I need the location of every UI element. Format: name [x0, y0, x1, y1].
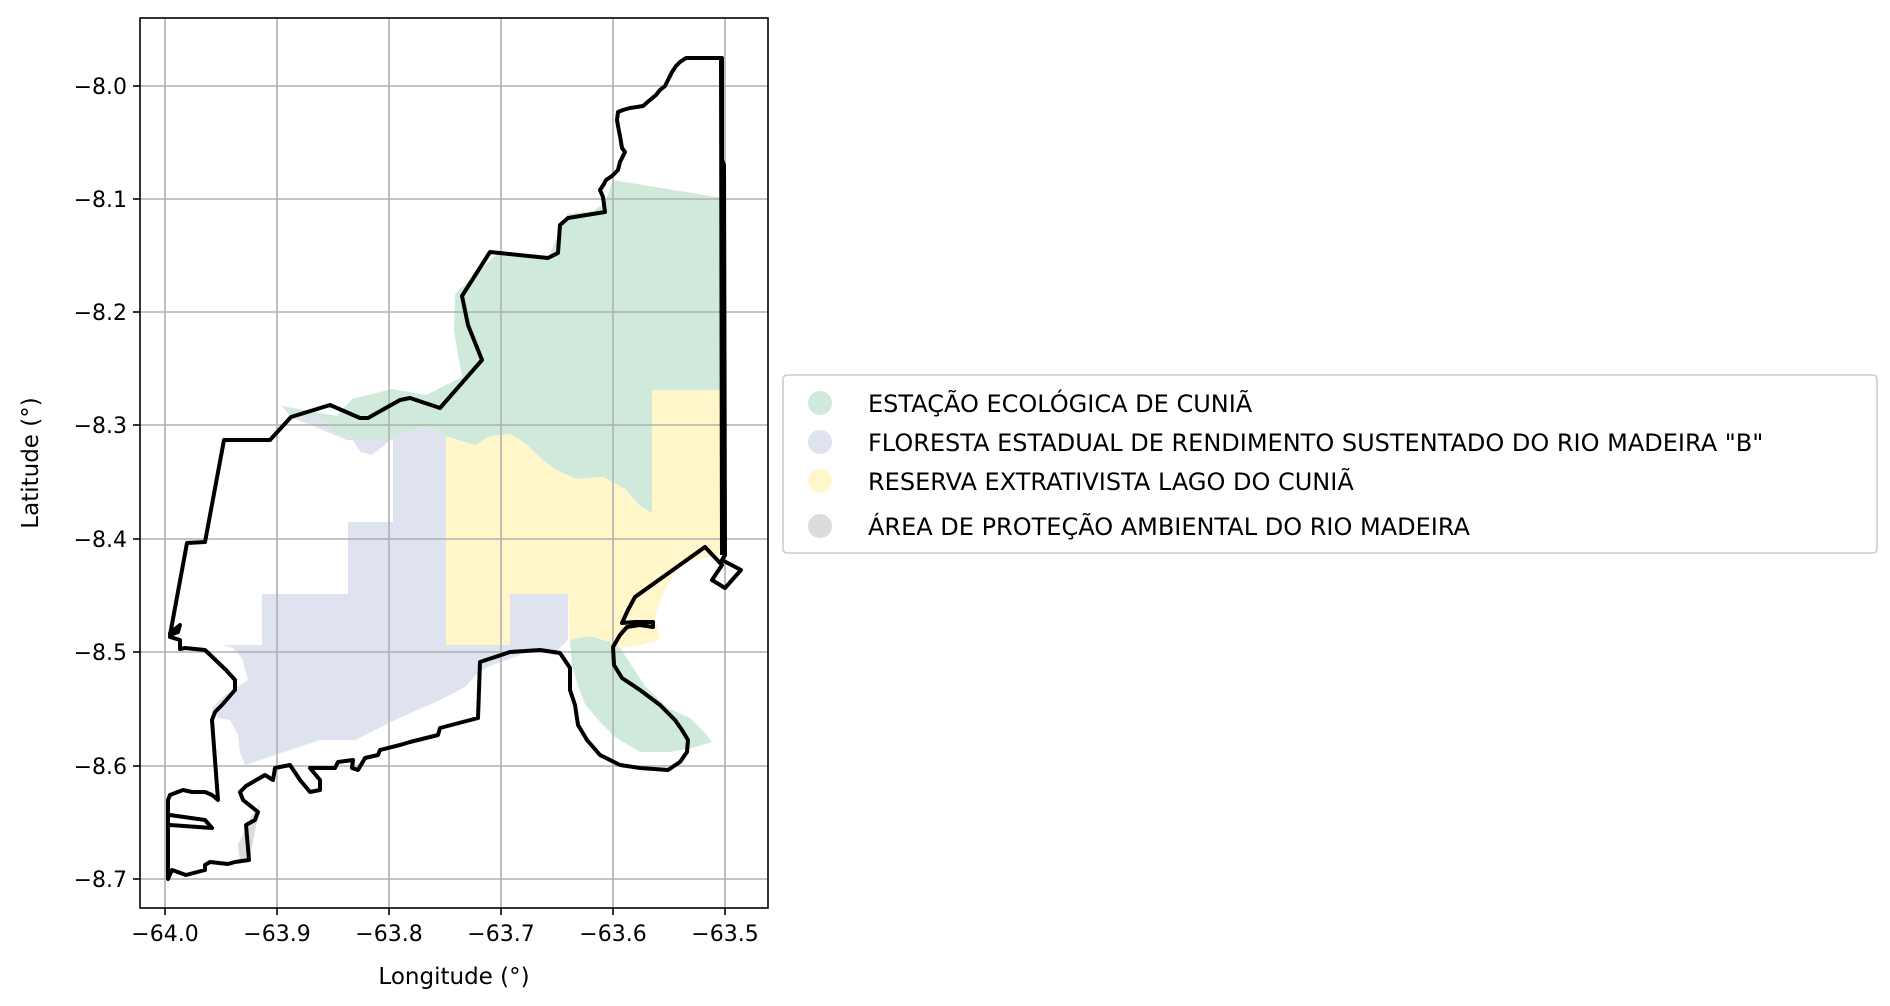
y-tick-label: −8.2	[74, 301, 127, 326]
legend-frame	[782, 374, 1878, 554]
x-tick: −63.7	[467, 908, 535, 947]
legend-label: FLORESTA ESTADUAL DE RENDIMENTO SUSTENTA…	[868, 429, 1763, 457]
y-tick: −8.5	[74, 641, 140, 666]
boundary-east-edge	[719, 59, 724, 556]
x-tick-label: −63.5	[691, 922, 758, 947]
axes-frame	[139, 17, 769, 909]
x-tick-label: −63.9	[243, 922, 310, 947]
x-tick: −63.9	[243, 908, 311, 947]
y-axis: −8.0 −8.1 −8.2 −8.3 −8.4 −8.5 −8.6 −8.7	[18, 75, 140, 893]
legend-item: ÁREA DE PROTEÇÃO AMBIENTAL DO RIO MADEIR…	[808, 511, 1471, 541]
x-tick-label: −63.8	[355, 922, 422, 947]
y-tick: −8.3	[74, 414, 140, 439]
legend-marker	[808, 469, 832, 493]
y-tick-label: −8.3	[74, 414, 127, 439]
y-tick-label: −8.6	[74, 755, 127, 780]
area-estacao-ecologica-south	[570, 636, 712, 752]
area-estacao-ecologica	[282, 180, 722, 513]
y-tick-label: −8.5	[74, 641, 127, 666]
x-axis: −64.0 −63.9 −63.8 −63.7 −63.6 −63.5 Long…	[131, 908, 759, 990]
y-tick: −8.4	[74, 528, 140, 553]
area-floresta-estadual	[212, 417, 568, 765]
x-tick-label: −63.6	[579, 922, 646, 947]
boundary-outline	[166, 56, 743, 881]
y-tick-label: −8.7	[74, 868, 127, 893]
y-tick: −8.6	[74, 755, 140, 780]
y-tick-label: −8.1	[74, 188, 127, 213]
legend-label: ESTAÇÃO ECOLÓGICA DE CUNIÃ	[868, 388, 1253, 418]
legend-marker	[808, 391, 832, 415]
legend-marker	[808, 430, 832, 454]
legend-label: ÁREA DE PROTEÇÃO AMBIENTAL DO RIO MADEIR…	[868, 511, 1471, 541]
y-tick: −8.2	[74, 301, 140, 326]
municipality-boundary	[166, 56, 743, 881]
y-tick: −8.7	[74, 868, 140, 893]
legend-label: RESERVA EXTRATIVISTA LAGO DO CUNIÃ	[868, 466, 1354, 496]
y-tick-label: −8.4	[74, 528, 127, 553]
x-tick: −63.5	[691, 908, 759, 947]
y-tick-label: −8.0	[74, 75, 127, 100]
y-axis-label: Latitude (°)	[18, 397, 44, 528]
x-tick-label: −63.7	[467, 922, 534, 947]
x-tick-label: −64.0	[131, 922, 198, 947]
legend-item: FLORESTA ESTADUAL DE RENDIMENTO SUSTENTA…	[808, 429, 1763, 457]
x-axis-label: Longitude (°)	[378, 964, 529, 990]
y-tick: −8.0	[74, 75, 140, 100]
x-tick: −63.6	[579, 908, 647, 947]
x-tick: −63.8	[355, 908, 423, 947]
legend-marker	[808, 514, 832, 538]
legend: ESTAÇÃO ECOLÓGICA DE CUNIÃ FLORESTA ESTA…	[782, 374, 1878, 554]
legend-item: RESERVA EXTRATIVISTA LAGO DO CUNIÃ	[808, 466, 1354, 496]
y-tick: −8.1	[74, 188, 140, 213]
boundary-inner-line	[169, 813, 214, 830]
legend-item: ESTAÇÃO ECOLÓGICA DE CUNIÃ	[808, 388, 1253, 418]
x-tick: −64.0	[131, 908, 199, 947]
protected-areas	[212, 180, 722, 862]
